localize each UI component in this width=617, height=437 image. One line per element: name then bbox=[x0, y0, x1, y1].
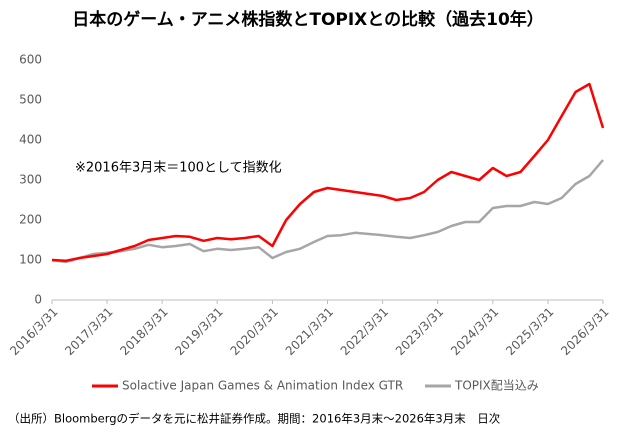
legend-label: Solactive Japan Games & Animation Index … bbox=[122, 379, 403, 393]
y-tick-label: 500 bbox=[19, 93, 42, 107]
y-tick-label: 300 bbox=[19, 173, 42, 187]
series-line bbox=[51, 159, 604, 264]
x-tick-label: 2026/3/31 bbox=[558, 305, 611, 358]
y-tick-label: 0 bbox=[34, 293, 42, 307]
x-tick-label: 2017/3/31 bbox=[62, 305, 115, 358]
x-tick-label: 2020/3/31 bbox=[228, 305, 281, 358]
footnote: （出所）Bloombergのデータを元に松井証券作成。期間：2016年3月末～2… bbox=[8, 412, 501, 426]
annotation: ※2016年3月末＝100として指数化 bbox=[75, 161, 282, 176]
legend-label: TOPIX配当込み bbox=[454, 379, 539, 393]
x-tick-label: 2022/3/31 bbox=[338, 305, 391, 358]
series-line bbox=[51, 82, 605, 263]
y-tick-label: 600 bbox=[19, 53, 42, 67]
chart-title: 日本のゲーム・アニメ株指数とTOPIXとの比較（過去10年） bbox=[72, 9, 544, 30]
x-tick-label: 2016/3/31 bbox=[7, 305, 60, 358]
x-tick-label: 2023/3/31 bbox=[393, 305, 446, 358]
x-tick-label: 2018/3/31 bbox=[117, 305, 170, 358]
y-tick-label: 200 bbox=[19, 213, 42, 227]
y-tick-label: 400 bbox=[19, 133, 42, 147]
y-tick-label: 100 bbox=[19, 253, 42, 267]
x-tick-label: 2019/3/31 bbox=[172, 305, 225, 358]
x-tick-label: 2024/3/31 bbox=[448, 305, 501, 358]
x-tick-label: 2021/3/31 bbox=[283, 305, 336, 358]
x-tick-label: 2025/3/31 bbox=[503, 305, 556, 358]
